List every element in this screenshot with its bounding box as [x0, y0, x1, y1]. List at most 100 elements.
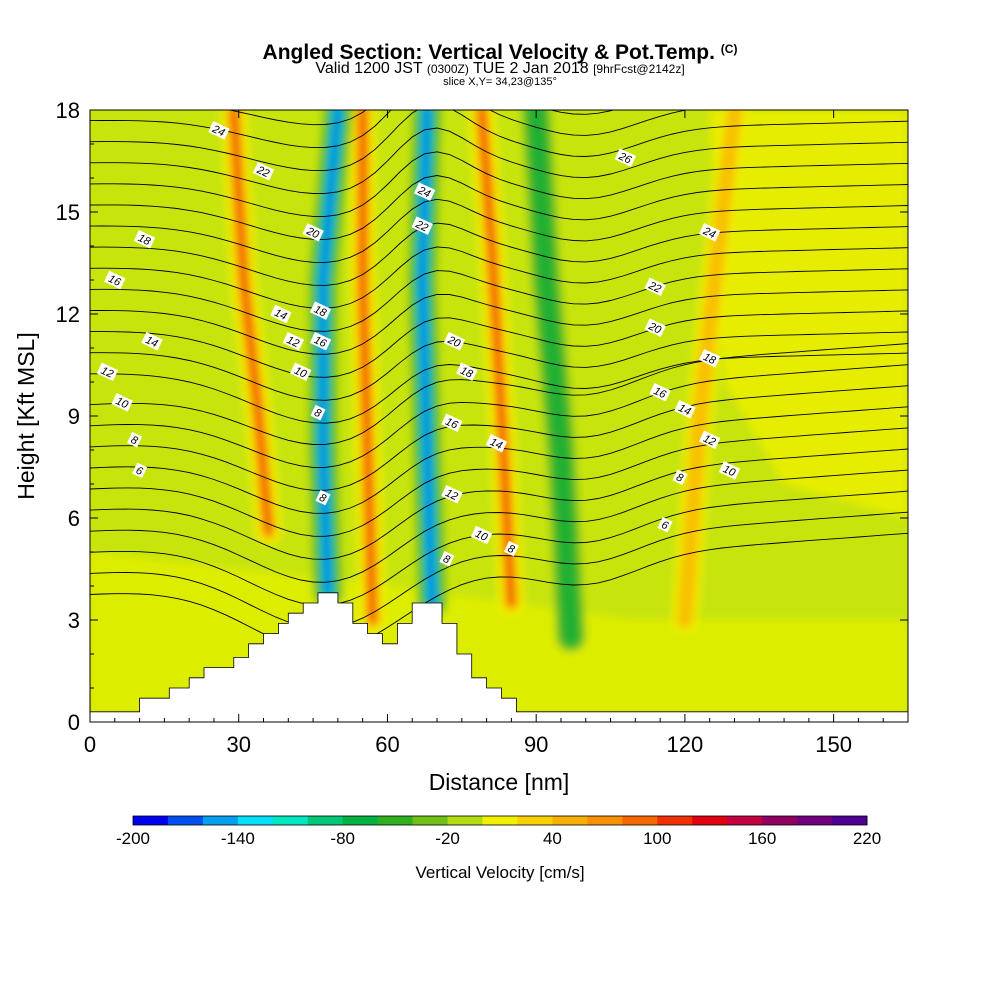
contour-label-text: 24	[700, 225, 717, 241]
theta-contour-5	[90, 427, 908, 537]
contour-label-bg	[674, 399, 696, 419]
colorbar-tick-label: 40	[543, 829, 562, 848]
contour-label-35: 10	[718, 461, 741, 480]
contour-label-27: 26	[614, 148, 637, 167]
contour-label-text: 10	[721, 463, 738, 479]
theta-contour-2	[90, 490, 908, 606]
contour-label-text: 12	[701, 433, 717, 449]
y-tick-label: 12	[56, 302, 80, 327]
colorbar-swatch	[377, 816, 414, 825]
x-axis: 0 30 60 90 120 150	[84, 110, 884, 757]
contour-label-text: 26	[616, 150, 634, 167]
contour-label-bg	[252, 161, 275, 181]
colorbar-swatch	[237, 816, 274, 825]
contour-label-34: 12	[699, 430, 721, 450]
contour-label-bg	[270, 304, 292, 324]
contour-label-20: 18	[456, 362, 478, 381]
colorbar-swatch	[552, 816, 588, 825]
colorbar-swatch	[167, 816, 204, 825]
colorbar: -200 -140 -80 -20 40 100 160 220	[116, 815, 881, 848]
colorbar-swatch	[447, 816, 484, 825]
theta-contour-13	[90, 289, 908, 355]
contour-label-text: 16	[443, 416, 460, 432]
theta-contour-23	[227, 110, 615, 126]
contour-label-bg	[290, 362, 312, 382]
contour-label-text: 6	[659, 519, 670, 533]
colorbar-swatch	[587, 816, 623, 825]
theta-contour-16	[90, 222, 908, 286]
contour-label-bg	[485, 433, 508, 453]
contour-label-bg	[441, 413, 463, 433]
contour-label-text: 8	[317, 492, 328, 506]
theta-contour-3	[90, 469, 908, 583]
contour-label-text: 8	[312, 407, 323, 421]
contour-label-bg	[132, 462, 148, 479]
contour-labels: 2422181614121086201412101816882422201816…	[96, 121, 741, 567]
updraft-far-band-1	[676, 110, 743, 628]
contour-label-text: 20	[646, 320, 664, 337]
contour-label-text: 22	[413, 218, 430, 234]
y-axis: 0 3 6 9 12 15 18	[56, 98, 908, 735]
slice-info: slice X,Y= 34,23@135°	[443, 76, 557, 88]
contour-label-13: 18	[309, 301, 332, 320]
x-axis-label: Distance [nm]	[429, 769, 570, 795]
potential-temperature-contours	[90, 110, 908, 652]
updraft-central-band-3	[360, 110, 375, 622]
contour-label-text: 10	[114, 395, 131, 411]
contour-label-bg	[657, 517, 673, 533]
contour-label-37: 6	[657, 517, 673, 533]
theta-contour-19	[90, 151, 908, 217]
colorbar-frame	[132, 815, 868, 826]
contour-label-bg	[141, 331, 163, 351]
colorbar-tick-label: -140	[221, 829, 255, 848]
contour-label-bg	[411, 216, 433, 235]
contour-label-bg	[302, 223, 324, 242]
contour-label-text: 22	[254, 164, 271, 180]
theta-contour-17	[90, 198, 908, 263]
title-tag: (C)	[720, 42, 738, 56]
contour-label-21: 16	[441, 413, 463, 433]
contour-label-bg	[649, 382, 671, 402]
contour-label-bg	[672, 469, 688, 485]
contour-label-text: 16	[652, 385, 669, 401]
contour-label-text: 10	[473, 528, 490, 544]
contour-label-24: 10	[470, 525, 493, 544]
colorbar-tick-label: -20	[435, 829, 460, 848]
theta-contour-21	[90, 110, 908, 172]
contour-label-bg	[443, 331, 466, 351]
theta-contour-14	[90, 268, 908, 332]
contour-label-2: 18	[133, 229, 156, 248]
contour-label-bg	[310, 404, 326, 421]
contour-label-17: 24	[413, 182, 436, 201]
updraft-east-band-3	[479, 110, 514, 605]
colorbar-swatch	[482, 816, 518, 825]
contour-label-text: 8	[506, 543, 517, 557]
contour-label-0: 24	[208, 121, 230, 140]
colorbar-swatch	[517, 816, 553, 825]
contour-label-text: 14	[676, 402, 692, 418]
y-tick-label: 18	[56, 98, 80, 123]
contour-label-8: 6	[132, 462, 148, 479]
theta-contour-22	[90, 110, 689, 149]
contour-label-bg	[644, 318, 666, 337]
contour-label-22: 14	[485, 433, 508, 453]
contour-label-bg	[644, 277, 666, 297]
theta-contour-20	[90, 127, 908, 194]
contour-label-bg	[441, 484, 463, 504]
y-tick-label: 15	[56, 200, 80, 225]
colorbar-swatch	[202, 816, 239, 825]
contour-label-text: 8	[441, 553, 452, 567]
contour-label-30: 20	[644, 318, 666, 337]
contour-label-text: 16	[312, 334, 329, 350]
theta-contour-0	[90, 532, 908, 652]
contour-label-text: 18	[312, 303, 329, 319]
x-tick-label: 60	[375, 732, 399, 757]
contour-label-bg	[96, 362, 119, 382]
contour-label-text: 8	[129, 434, 140, 448]
colorbar-swatch	[657, 816, 693, 825]
contour-label-12: 10	[290, 362, 312, 382]
field-blur-group	[90, 110, 908, 722]
theta-contour-4	[90, 448, 908, 560]
terrain	[89, 592, 909, 723]
